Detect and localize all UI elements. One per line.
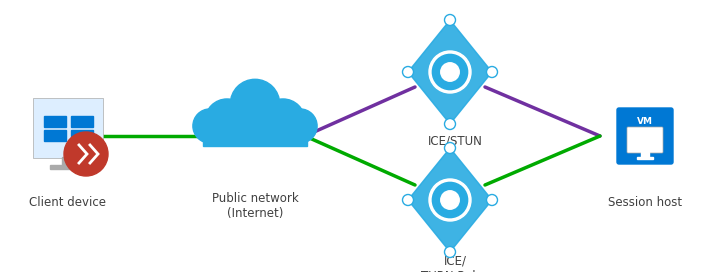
Circle shape	[441, 63, 459, 81]
Text: Public network
(Internet): Public network (Internet)	[212, 192, 299, 220]
Circle shape	[486, 194, 497, 206]
Circle shape	[444, 119, 455, 129]
Bar	[72, 116, 93, 126]
Circle shape	[429, 51, 471, 93]
Bar	[62, 157, 74, 167]
Circle shape	[486, 66, 497, 78]
Bar	[44, 129, 66, 141]
Circle shape	[205, 99, 249, 143]
Text: ICE/STUN: ICE/STUN	[428, 134, 482, 147]
Circle shape	[402, 66, 413, 78]
FancyBboxPatch shape	[617, 108, 673, 164]
Bar	[641, 152, 649, 157]
Text: VM: VM	[637, 116, 653, 125]
Text: ICE/
TURN Relay: ICE/ TURN Relay	[420, 255, 489, 272]
Circle shape	[444, 143, 455, 153]
Bar	[203, 120, 307, 146]
Text: Session host: Session host	[608, 196, 682, 209]
Circle shape	[429, 179, 471, 221]
Circle shape	[64, 132, 108, 176]
Circle shape	[231, 79, 280, 129]
Bar	[44, 116, 66, 126]
Circle shape	[432, 182, 468, 218]
Circle shape	[283, 109, 317, 143]
Bar	[72, 129, 93, 141]
Bar	[637, 156, 653, 159]
Circle shape	[261, 99, 305, 143]
Bar	[50, 165, 86, 169]
FancyBboxPatch shape	[33, 98, 103, 158]
Text: Client device: Client device	[30, 196, 107, 209]
Circle shape	[402, 194, 413, 206]
Circle shape	[444, 14, 455, 26]
Circle shape	[235, 106, 275, 146]
Circle shape	[444, 246, 455, 258]
FancyBboxPatch shape	[627, 127, 663, 153]
Polygon shape	[408, 148, 492, 252]
Circle shape	[432, 54, 468, 90]
Polygon shape	[408, 20, 492, 124]
Circle shape	[441, 191, 459, 209]
Circle shape	[193, 109, 227, 143]
